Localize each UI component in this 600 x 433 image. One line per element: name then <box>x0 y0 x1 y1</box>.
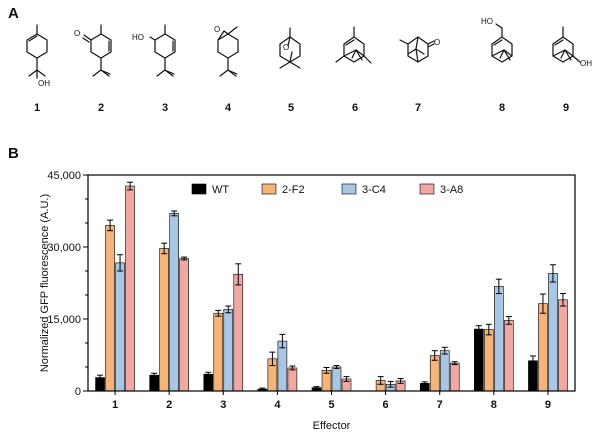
legend-label-wt: WT <box>212 184 229 196</box>
legend-label-2-f2: 2-F2 <box>282 184 305 196</box>
atom-ho-8: HO <box>481 17 493 26</box>
y-tick-label-3: 45,000 <box>47 170 81 182</box>
compound-number-1: 1 <box>34 102 40 114</box>
bar-3-c4-3 <box>223 309 234 392</box>
bar-wt-8 <box>474 328 484 392</box>
structure-8: HO <box>481 17 513 63</box>
bar-2-f2-2 <box>159 248 169 392</box>
x-tick-label-8: 8 <box>491 399 497 411</box>
bar-2-f2-8 <box>484 329 494 392</box>
structure-5: O <box>279 27 301 69</box>
bar-3-a8-2 <box>179 258 189 392</box>
bar-3-a8-7 <box>449 362 460 392</box>
bar-2-f2-7 <box>429 355 440 392</box>
panel-b-label: B <box>8 145 19 162</box>
compound-number-6: 6 <box>352 102 358 114</box>
bar-3-c4-7 <box>439 350 450 392</box>
x-tick-label-7: 7 <box>437 399 443 411</box>
atom-ketone-o: O <box>74 29 80 38</box>
bar-3-c4-1 <box>115 262 125 392</box>
bar-3-a8-3 <box>233 274 244 392</box>
compound-numbers: 1 2 3 4 5 6 7 8 9 <box>34 102 569 114</box>
x-axis-title: Effector <box>313 420 351 432</box>
bar-2-f2-1 <box>105 225 115 392</box>
legend-swatch-2-f2 <box>261 183 277 195</box>
bar-3-c4-2 <box>169 213 179 392</box>
bar-3-c4-8 <box>494 286 504 392</box>
bar-wt-3 <box>203 373 214 392</box>
bar-chart: 0 15,000 30,000 45,000 1 2 3 4 5 6 7 8 9 Effector Norm… <box>39 170 576 432</box>
bar-3-c4-9 <box>548 273 558 392</box>
bar-2-f2-3 <box>213 312 224 392</box>
structure-1: OH <box>26 24 50 88</box>
atom-oh-9: OH <box>580 59 592 68</box>
legend-swatch-wt <box>191 183 207 195</box>
x-tick-label-5: 5 <box>328 399 334 411</box>
structure-6 <box>335 26 372 64</box>
compound-number-5: 5 <box>288 102 294 114</box>
bar-3-a8-9 <box>558 299 568 392</box>
compound-number-8: 8 <box>499 102 505 114</box>
bar-3-c4-4 <box>277 340 288 392</box>
bar-3-c4-5 <box>331 366 342 392</box>
atom-ho-3: HO <box>132 33 144 42</box>
y-tick-label-0: 0 <box>75 386 81 398</box>
atom-ether-o: O <box>283 43 289 52</box>
atom-epoxide-o: O <box>214 25 220 34</box>
bar-2-f2-9 <box>538 303 548 392</box>
bar-3-a8-1 <box>125 185 135 392</box>
structure-9: OH <box>552 26 592 68</box>
bar-3-a8-8 <box>504 320 514 392</box>
x-tick-label-2: 2 <box>166 399 172 411</box>
legend-swatch-3-c4 <box>341 183 357 195</box>
atom-oh-1: OH <box>38 79 50 88</box>
bar-3-a8-4 <box>287 367 298 392</box>
compound-number-3: 3 <box>162 102 168 114</box>
atom-camphor-o: O <box>434 38 440 47</box>
structure-3: HO <box>132 24 176 77</box>
compound-number-9: 9 <box>563 102 569 114</box>
legend-label-3-a8: 3-A8 <box>440 184 463 196</box>
panel-a-label: A <box>8 5 19 22</box>
y-tick-label-1: 15,000 <box>47 314 81 326</box>
x-tick-label-4: 4 <box>274 399 281 411</box>
structure-2: O <box>74 24 112 77</box>
legend-label-3-c4: 3-C4 <box>362 184 386 196</box>
legend-swatch-3-a8 <box>419 183 435 195</box>
y-tick-label-2: 30,000 <box>47 242 81 254</box>
compound-number-4: 4 <box>225 102 232 114</box>
x-tick-label-3: 3 <box>220 399 226 411</box>
x-tick-label-9: 9 <box>545 399 551 411</box>
compound-number-7: 7 <box>415 102 421 114</box>
structure-4: O <box>214 25 239 77</box>
y-axis-title: Normalized GFP fluorescence (A.U.) <box>39 194 51 372</box>
compound-number-2: 2 <box>98 102 104 114</box>
structure-7: O <box>399 36 440 63</box>
x-tick-label-6: 6 <box>383 399 389 411</box>
x-tick-label-1: 1 <box>112 399 118 411</box>
